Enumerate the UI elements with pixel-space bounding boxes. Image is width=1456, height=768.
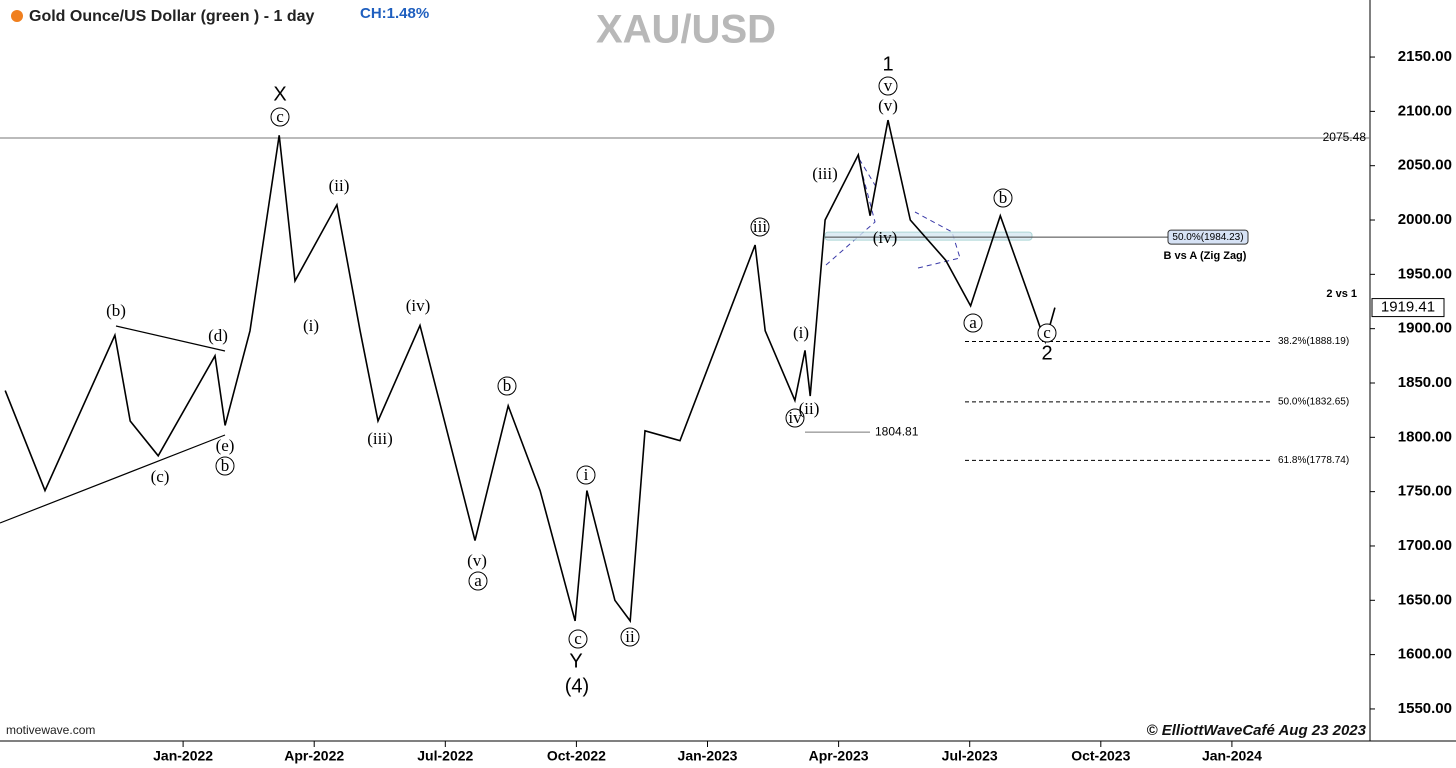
wave-circle [215, 456, 235, 476]
wave-label: a [969, 313, 977, 332]
note: 2 vs 1 [1326, 288, 1357, 300]
wave-label: (b) [106, 301, 126, 320]
wave-label: (iii) [812, 164, 838, 183]
wave-label: (ii) [329, 176, 350, 195]
source: motivewave.com [6, 723, 95, 737]
wave-circle [993, 188, 1013, 208]
price-line [4, 119, 1056, 624]
wave-label: b [999, 188, 1008, 207]
wave-label: (v) [878, 96, 898, 115]
trendline [0, 434, 226, 524]
x-tick-label: Jan-2023 [678, 748, 738, 764]
fib-label: 38.2%(1888.19) [1278, 336, 1349, 347]
wave-circle [878, 76, 898, 96]
wave-label: X [273, 83, 286, 105]
wave-label: i [584, 465, 589, 484]
wave-label: (i) [303, 316, 319, 335]
level-label: 2075.48 [1323, 130, 1367, 144]
x-tick-label: Jan-2024 [1202, 748, 1262, 764]
wave-label: 2 [1041, 342, 1052, 364]
wave-circle [497, 376, 517, 396]
wave-label: b [221, 456, 230, 475]
wave-label: v [884, 76, 893, 95]
series-dot [11, 10, 23, 22]
y-tick-label: 2100.00 [1398, 102, 1452, 119]
zone-note: B vs A (Zig Zag) [1164, 250, 1247, 262]
y-tick-label: 1700.00 [1398, 537, 1452, 554]
wave-circle [963, 313, 983, 333]
wave-label: (iii) [367, 429, 393, 448]
wave-circle [620, 627, 640, 647]
wave-circle [785, 408, 805, 428]
last-price: 1919.41 [1381, 299, 1435, 316]
zone-band [824, 231, 1033, 241]
wave-label: (c) [151, 467, 170, 486]
wave-label: c [276, 107, 284, 126]
watermark: XAU/USD [596, 8, 776, 52]
wave-circle [1037, 323, 1057, 343]
x-tick-label: Apr-2023 [809, 748, 869, 764]
wave-label: (v) [467, 551, 487, 570]
y-tick-label: 1900.00 [1398, 320, 1452, 337]
wave-label: iii [753, 217, 767, 236]
wave-label: (e) [216, 436, 235, 455]
fib-label: 61.8%(1778.74) [1278, 455, 1349, 466]
y-tick-label: 1550.00 [1398, 700, 1452, 717]
wave-label: (i) [793, 323, 809, 342]
wave-label: c [1043, 323, 1051, 342]
y-tick-label: 2000.00 [1398, 211, 1452, 228]
wave-label: (iv) [406, 296, 431, 315]
x-tick-label: Oct-2023 [1071, 748, 1130, 764]
wave-label: (ii) [799, 399, 820, 418]
y-tick-label: 1750.00 [1398, 483, 1452, 500]
level-label: 1804.81 [875, 424, 919, 438]
fib-label: 50.0%(1832.65) [1278, 396, 1349, 407]
wave-label: a [474, 571, 482, 590]
y-tick-label: 2050.00 [1398, 157, 1452, 174]
copyright: © ElliottWaveCafé Aug 23 2023 [1147, 722, 1367, 739]
wave-label: Y [569, 650, 582, 672]
y-tick-label: 1800.00 [1398, 428, 1452, 445]
wave-circle [568, 629, 588, 649]
y-tick-label: 1600.00 [1398, 646, 1452, 663]
y-tick-label: 1650.00 [1398, 591, 1452, 608]
wave-circle [270, 107, 290, 127]
wave-label: (4) [565, 675, 589, 697]
zone-box [1167, 229, 1249, 245]
wave-circle [468, 571, 488, 591]
wave-label: c [574, 629, 582, 648]
chart-title: Gold Ounce/US Dollar (green ) - 1 day [29, 8, 314, 25]
wave-label: (iv) [873, 228, 898, 247]
zone-label: 50.0%(1984.23) [1172, 232, 1243, 243]
wave-circle [750, 217, 770, 237]
x-tick-label: Oct-2022 [547, 748, 606, 764]
last-price-box [1371, 298, 1445, 318]
trendline [115, 325, 226, 352]
wave-label: (d) [208, 326, 228, 345]
x-tick-label: Jul-2022 [417, 748, 473, 764]
wave-label: ii [625, 627, 635, 646]
y-tick-label: 1950.00 [1398, 265, 1452, 282]
wedge [914, 211, 961, 269]
wave-circle [576, 465, 596, 485]
x-tick-label: Jul-2023 [942, 748, 998, 764]
wave-label: iv [788, 408, 802, 427]
y-tick-label: 1850.00 [1398, 374, 1452, 391]
wave-label: 1 [882, 53, 893, 75]
wave-label: b [503, 376, 512, 395]
change-label: CH:1.48% [360, 5, 429, 22]
y-tick-label: 2150.00 [1398, 48, 1452, 65]
x-tick-label: Jan-2022 [153, 748, 213, 764]
x-tick-label: Apr-2022 [284, 748, 344, 764]
